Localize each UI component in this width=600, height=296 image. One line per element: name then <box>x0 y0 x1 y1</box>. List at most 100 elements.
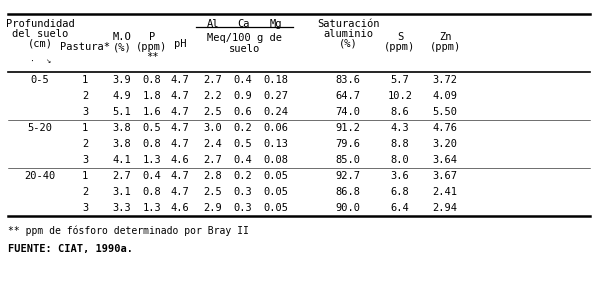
Text: 2: 2 <box>82 187 88 197</box>
Text: 1.3: 1.3 <box>143 203 161 213</box>
Text: $\cdot$: $\cdot$ <box>30 56 34 65</box>
Text: S: S <box>397 32 403 42</box>
Text: 5.7: 5.7 <box>391 75 409 85</box>
Text: 3.72: 3.72 <box>433 75 458 85</box>
Text: 1: 1 <box>82 75 88 85</box>
Text: 4.7: 4.7 <box>170 171 190 181</box>
Text: 3.1: 3.1 <box>113 187 131 197</box>
Text: 85.0: 85.0 <box>335 155 361 165</box>
Text: 0.27: 0.27 <box>263 91 289 101</box>
Text: 2.4: 2.4 <box>203 139 223 149</box>
Text: 3.64: 3.64 <box>433 155 458 165</box>
Text: 0.2: 0.2 <box>233 171 253 181</box>
Text: M.O: M.O <box>113 32 131 42</box>
Text: 1: 1 <box>82 123 88 133</box>
Text: 4.7: 4.7 <box>170 91 190 101</box>
Text: 2.5: 2.5 <box>203 187 223 197</box>
Text: 2.2: 2.2 <box>203 91 223 101</box>
Text: 0-5: 0-5 <box>31 75 49 85</box>
Text: 2.7: 2.7 <box>203 75 223 85</box>
Text: 0.8: 0.8 <box>143 139 161 149</box>
Text: 3.67: 3.67 <box>433 171 458 181</box>
Text: 4.7: 4.7 <box>170 107 190 117</box>
Text: 92.7: 92.7 <box>335 171 361 181</box>
Text: 3.20: 3.20 <box>433 139 458 149</box>
Text: 2.41: 2.41 <box>433 187 458 197</box>
Text: (ppm): (ppm) <box>385 42 416 52</box>
Text: 2.5: 2.5 <box>203 107 223 117</box>
Text: 0.9: 0.9 <box>233 91 253 101</box>
Text: 90.0: 90.0 <box>335 203 361 213</box>
Text: Pastura*: Pastura* <box>60 42 110 52</box>
Text: 5.50: 5.50 <box>433 107 458 117</box>
Text: 1: 1 <box>82 171 88 181</box>
Text: 3.8: 3.8 <box>113 123 131 133</box>
Text: 0.05: 0.05 <box>263 203 289 213</box>
Text: Meq/100 g de: Meq/100 g de <box>207 33 282 43</box>
Text: 2: 2 <box>82 91 88 101</box>
Text: 0.4: 0.4 <box>233 155 253 165</box>
Text: pH: pH <box>174 39 186 49</box>
Text: Al: Al <box>207 19 219 29</box>
Text: 86.8: 86.8 <box>335 187 361 197</box>
Text: Saturación: Saturación <box>317 19 379 29</box>
Text: 3.8: 3.8 <box>113 139 131 149</box>
Text: 2: 2 <box>82 139 88 149</box>
Text: Mg: Mg <box>270 19 282 29</box>
Text: ** ppm de fósforo determinado por Bray II: ** ppm de fósforo determinado por Bray I… <box>8 226 249 237</box>
Text: 0.4: 0.4 <box>143 171 161 181</box>
Text: 4.7: 4.7 <box>170 187 190 197</box>
Text: 4.7: 4.7 <box>170 139 190 149</box>
Text: (ppm): (ppm) <box>430 42 461 52</box>
Text: 0.4: 0.4 <box>233 75 253 85</box>
Text: aluminio: aluminio <box>323 29 373 39</box>
Text: (%): (%) <box>113 42 131 52</box>
Text: 1.8: 1.8 <box>143 91 161 101</box>
Text: 0.5: 0.5 <box>233 139 253 149</box>
Text: 20-40: 20-40 <box>25 171 56 181</box>
Text: 83.6: 83.6 <box>335 75 361 85</box>
Text: 64.7: 64.7 <box>335 91 361 101</box>
Text: 10.2: 10.2 <box>388 91 413 101</box>
Text: (%): (%) <box>338 39 358 49</box>
Text: Ca: Ca <box>237 19 249 29</box>
Text: 4.7: 4.7 <box>170 123 190 133</box>
Text: 0.08: 0.08 <box>263 155 289 165</box>
Text: 0.2: 0.2 <box>233 123 253 133</box>
Text: 0.5: 0.5 <box>143 123 161 133</box>
Text: 3.3: 3.3 <box>113 203 131 213</box>
Text: 8.0: 8.0 <box>391 155 409 165</box>
Text: 4.76: 4.76 <box>433 123 458 133</box>
Text: (cm): (cm) <box>28 39 53 49</box>
Text: 4.09: 4.09 <box>433 91 458 101</box>
Text: Zn: Zn <box>439 32 451 42</box>
Text: 3: 3 <box>82 107 88 117</box>
Text: 2.8: 2.8 <box>203 171 223 181</box>
Text: 1.6: 1.6 <box>143 107 161 117</box>
Text: 6.4: 6.4 <box>391 203 409 213</box>
Text: 4.1: 4.1 <box>113 155 131 165</box>
Text: 3: 3 <box>82 155 88 165</box>
Text: **: ** <box>146 52 158 62</box>
Text: 3.6: 3.6 <box>391 171 409 181</box>
Text: 0.13: 0.13 <box>263 139 289 149</box>
Text: $\searrow$: $\searrow$ <box>44 57 52 65</box>
Text: 3.0: 3.0 <box>203 123 223 133</box>
Text: 4.7: 4.7 <box>170 75 190 85</box>
Text: 3.9: 3.9 <box>113 75 131 85</box>
Text: 0.05: 0.05 <box>263 171 289 181</box>
Text: 2.7: 2.7 <box>113 171 131 181</box>
Text: 0.6: 0.6 <box>233 107 253 117</box>
Text: 4.3: 4.3 <box>391 123 409 133</box>
Text: 4.6: 4.6 <box>170 155 190 165</box>
Text: 0.3: 0.3 <box>233 187 253 197</box>
Text: P: P <box>149 32 155 42</box>
Text: 0.8: 0.8 <box>143 187 161 197</box>
Text: 5.1: 5.1 <box>113 107 131 117</box>
Text: 2.94: 2.94 <box>433 203 458 213</box>
Text: 1.3: 1.3 <box>143 155 161 165</box>
Text: 0.8: 0.8 <box>143 75 161 85</box>
Text: Profundidad: Profundidad <box>5 19 74 29</box>
Text: 79.6: 79.6 <box>335 139 361 149</box>
Text: 0.05: 0.05 <box>263 187 289 197</box>
